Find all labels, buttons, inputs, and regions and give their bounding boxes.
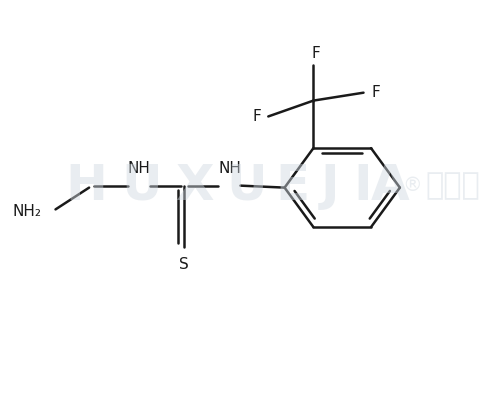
Text: NH: NH xyxy=(218,161,241,176)
Text: NH₂: NH₂ xyxy=(13,204,41,219)
Text: U: U xyxy=(121,162,162,209)
Text: NH: NH xyxy=(128,161,151,176)
Text: E: E xyxy=(275,162,309,209)
Text: F: F xyxy=(252,109,261,124)
Text: A: A xyxy=(370,162,409,209)
Text: I: I xyxy=(353,162,371,209)
Text: ®: ® xyxy=(403,176,422,195)
Text: S: S xyxy=(179,257,189,272)
Text: H: H xyxy=(66,162,107,209)
Text: 化学加: 化学加 xyxy=(425,171,480,200)
Text: U: U xyxy=(227,162,267,209)
Text: F: F xyxy=(371,85,380,100)
Text: F: F xyxy=(311,46,320,61)
Text: X: X xyxy=(175,162,214,209)
Text: J: J xyxy=(321,162,339,209)
